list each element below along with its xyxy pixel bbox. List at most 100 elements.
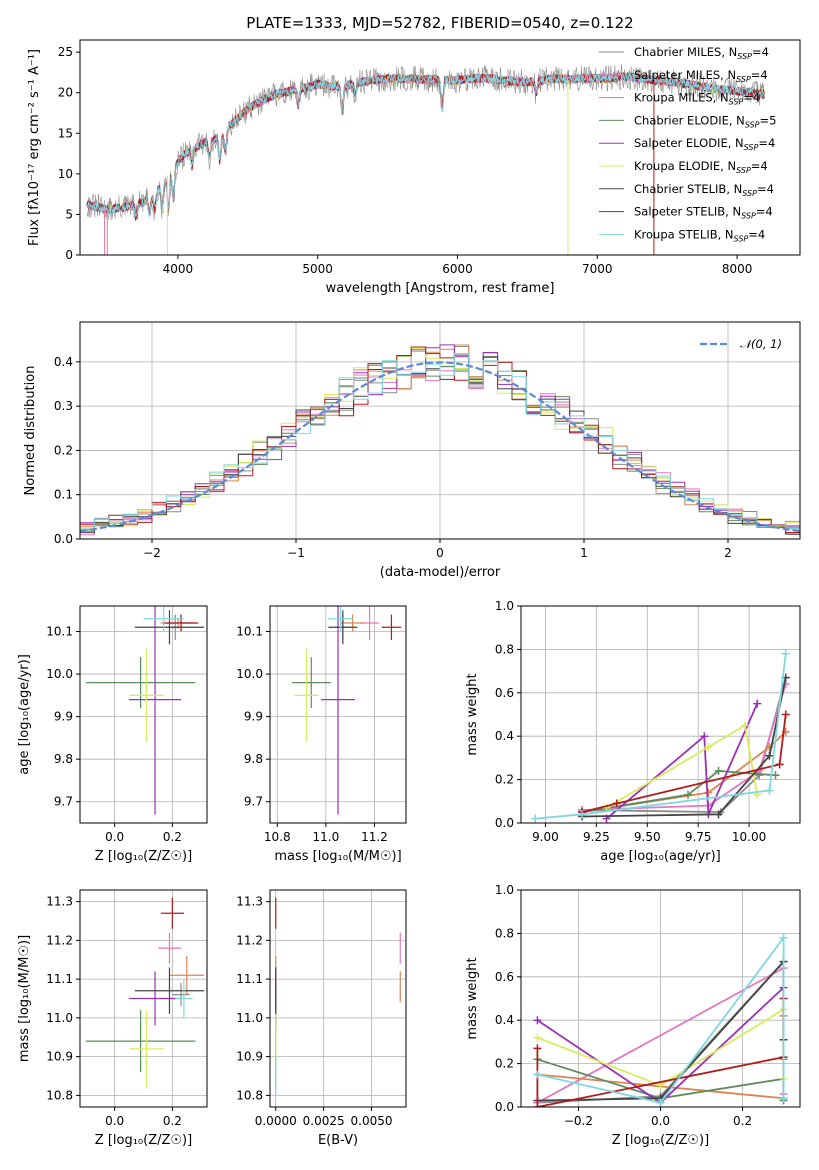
weight-marker	[741, 721, 750, 730]
legend-entry: Salpeter ELODIE, NSSP=4	[634, 136, 775, 152]
plot-area-residuals	[80, 344, 800, 536]
gaussian-curve	[80, 361, 800, 533]
axes-age-vs-Z: 0.0 0.2 9.7 9.8 9.9 10.0 10.1 Z [log₁₀(Z/Z☉)] ag…	[17, 605, 208, 864]
y-tick-label: 10.9	[46, 1050, 73, 1064]
y-tick-label: 0.6	[495, 686, 514, 700]
y-tick-label: 25	[58, 45, 73, 59]
y-tick-label: 0.8	[495, 642, 514, 656]
spectrum-line	[86, 72, 766, 218]
weight-marker	[531, 814, 540, 823]
weight-marker	[578, 810, 587, 819]
x-axis-label: Z [log₁₀(Z/Z☉)]	[95, 849, 192, 864]
axes-mass-vs-ebv: 0.0000 0.0025 0.0050 10.8 10.9 11.0 11.1 11.2 11…	[236, 889, 407, 1148]
y-tick-label: 10.1	[46, 625, 73, 639]
x-tick-label: 10.8	[264, 830, 291, 844]
y-axis-label: mass weight	[465, 957, 480, 1039]
weight-marker	[533, 1103, 542, 1107]
x-tick-label: 11.0	[312, 830, 339, 844]
y-axis-label: Normed distribution	[23, 366, 38, 496]
y-tick-label: 0.1	[54, 488, 73, 502]
axes-weight-vs-age: 9.00 9.25 9.50 9.75 10.00 0.0 0.2 0.4 0.6 0.8 1.0 a…	[465, 599, 801, 864]
y-tick-label: 0.2	[495, 1057, 514, 1071]
weight-line	[605, 703, 759, 820]
y-tick-label: 0.4	[495, 1013, 514, 1027]
x-tick-label: 0.2	[733, 1114, 752, 1128]
histogram-steps	[80, 346, 800, 533]
legend-entry: Salpeter STELIB, NSSP=4	[634, 205, 773, 221]
weight-marker	[781, 710, 790, 719]
plot-area-weight-vs-Z	[533, 933, 788, 1107]
y-tick-label: 0.0	[495, 1100, 514, 1114]
y-tick-label: 15	[58, 126, 73, 140]
y-tick-label: 9.7	[244, 795, 263, 809]
legend-entry: Salpeter MILES, NSSP=4	[634, 68, 768, 84]
weight-line	[537, 934, 785, 1104]
figure-title: PLATE=1333, MJD=52782, FIBERID=0540, z=0…	[246, 14, 633, 32]
weight-marker	[533, 1016, 542, 1025]
legend-entry: Kroupa MILES, NSSP=4	[634, 91, 760, 107]
axes-spectrum: 4000 5000 6000 7000 8000 0 5 10 15 20 25 wavelength…	[27, 39, 801, 296]
weight-marker	[612, 799, 621, 808]
histogram-steps	[80, 347, 800, 529]
weight-marker	[714, 766, 723, 775]
y-tick-label: 5	[65, 207, 73, 221]
y-tick-label: 0	[65, 248, 73, 262]
axes-age-vs-mass: 10.8 11.0 11.2 9.7 9.8 9.9 10.0 10.1 mass [log₁₀…	[236, 605, 407, 864]
spectrum-line	[86, 71, 766, 221]
y-tick-label: 1.0	[495, 599, 514, 613]
x-tick-label: 0.0000	[255, 1114, 297, 1128]
y-axis-label: mass [log₁₀(M/M☉)]	[17, 935, 32, 1062]
x-tick-label: −2	[143, 546, 161, 560]
plot-area-age-vs-Z	[85, 606, 205, 815]
axes-residuals: −2 −1 0 1 2 0.0 0.1 0.2 0.3 0.4 (data-model)/error…	[23, 321, 801, 580]
weight-line	[581, 714, 787, 813]
histogram-steps	[80, 353, 800, 530]
y-tick-label: 10	[58, 167, 73, 181]
y-tick-label: 11.2	[236, 933, 263, 947]
x-tick-label: 7000	[582, 262, 613, 276]
x-tick-label: 6000	[442, 262, 473, 276]
weight-marker	[656, 1098, 665, 1107]
weight-marker	[700, 732, 709, 741]
y-tick-label: 10.0	[46, 667, 73, 681]
y-tick-label: 0.6	[495, 970, 514, 984]
x-tick-label: 9.25	[583, 830, 610, 844]
x-tick-label: 5000	[302, 262, 333, 276]
x-tick-label: 0.0	[105, 1114, 124, 1128]
x-axis-label: (data-model)/error	[380, 565, 501, 580]
x-tick-label: 0.2	[163, 1114, 182, 1128]
histogram-steps	[80, 344, 800, 534]
x-axis-label: E(B-V)	[318, 1133, 358, 1148]
y-tick-label: 11.3	[236, 895, 263, 909]
y-tick-label: 0.4	[495, 729, 514, 743]
y-tick-label: 10.1	[236, 625, 263, 639]
y-tick-label: 10.8	[46, 1088, 73, 1102]
y-tick-label: 1.0	[495, 883, 514, 897]
axes-mass-vs-Z: 0.0 0.2 10.8 10.9 11.0 11.1 11.2 11.3 Z [log₁₀(Z…	[17, 889, 208, 1148]
axes-frame	[79, 605, 208, 824]
axes-weight-vs-Z: −0.2 0.0 0.2 0.0 0.2 0.4 0.6 0.8 1.0 Z [log₁₀(Z/Z…	[465, 883, 801, 1148]
legend-entry: Kroupa ELODIE, NSSP=4	[634, 159, 768, 175]
weight-marker	[704, 743, 713, 752]
y-tick-label: 0.3	[54, 399, 73, 413]
legend-entry: Kroupa STELIB, NSSP=4	[634, 227, 765, 243]
y-tick-label: 20	[58, 86, 73, 100]
x-axis-label: wavelength [Angstrom, rest frame]	[326, 281, 555, 296]
legend-entry: Chabrier STELIB, NSSP=4	[634, 182, 774, 198]
y-tick-label: 10.0	[236, 667, 263, 681]
y-tick-label: 0.0	[54, 532, 73, 546]
weight-line	[535, 653, 787, 820]
weight-marker	[533, 1044, 542, 1053]
y-tick-label: 11.1	[46, 972, 73, 986]
x-axis-label: mass [log₁₀(M/M☉)]	[274, 849, 401, 864]
legend-entry: 𝒩(0, 1)	[740, 337, 782, 351]
y-tick-label: 9.8	[54, 752, 73, 766]
weight-marker	[683, 790, 692, 799]
axes-frame	[79, 39, 801, 256]
x-tick-label: 10.00	[732, 830, 766, 844]
y-tick-label: 0.2	[495, 773, 514, 787]
axes-frame	[520, 605, 801, 824]
x-tick-label: −1	[287, 546, 305, 560]
y-tick-label: 0.8	[495, 926, 514, 940]
